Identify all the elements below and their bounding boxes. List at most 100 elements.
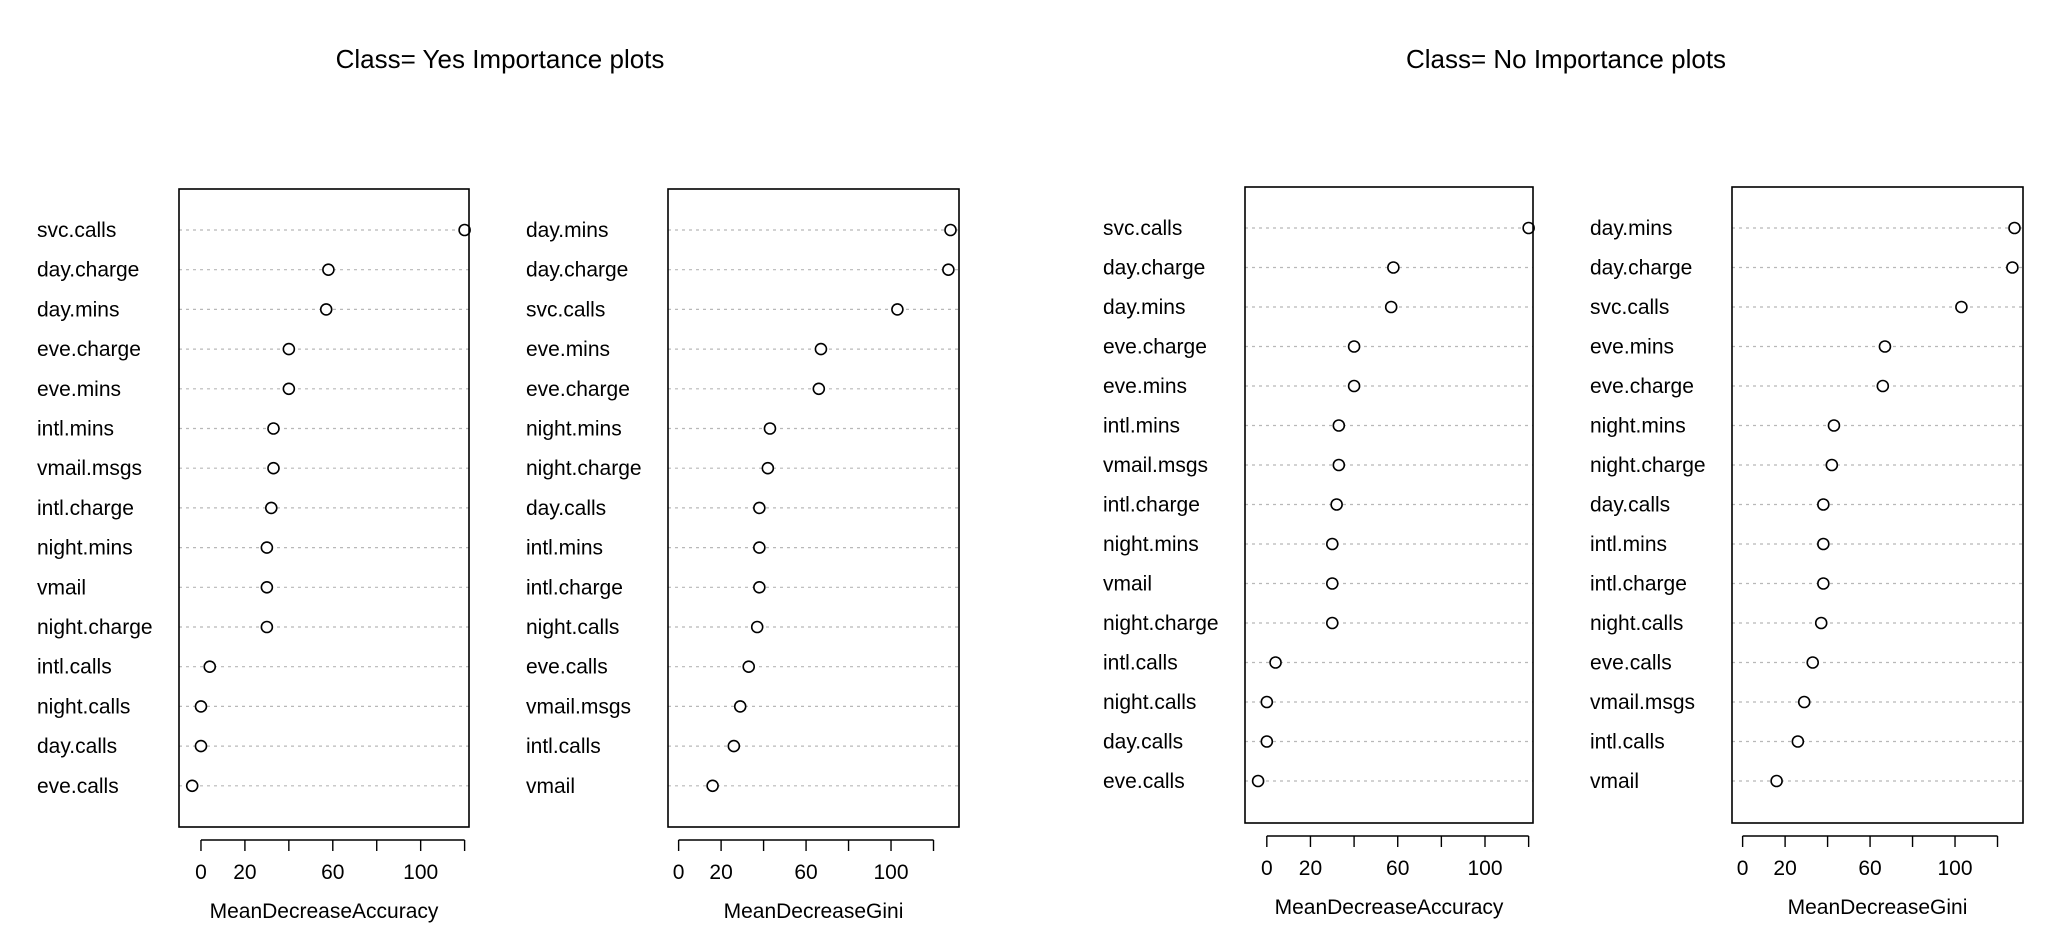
- x-tick-label: 100: [874, 861, 909, 884]
- category-label: eve.calls: [526, 656, 608, 679]
- data-point: [891, 303, 904, 316]
- data-point: [1387, 261, 1400, 274]
- x-tick-label: 60: [1858, 857, 1881, 880]
- data-point: [267, 422, 280, 435]
- data-point: [812, 382, 826, 396]
- category-label: night.calls: [1103, 691, 1196, 714]
- data-point: [1325, 537, 1339, 551]
- data-point: [1878, 340, 1892, 353]
- category-label: eve.charge: [1590, 375, 1694, 398]
- data-point: [753, 501, 766, 515]
- data-point: [761, 461, 775, 475]
- data-point: [763, 422, 777, 435]
- data-point: [260, 541, 274, 554]
- data-point: [1770, 774, 1783, 788]
- data-point: [282, 342, 296, 356]
- data-point: [1876, 379, 1890, 393]
- category-label: intl.charge: [1590, 573, 1687, 596]
- category-label: day.charge: [37, 259, 139, 282]
- data-point: [322, 263, 335, 277]
- category-label: day.calls: [37, 735, 117, 758]
- data-point: [1325, 616, 1339, 630]
- data-point: [1347, 379, 1361, 393]
- category-label: eve.mins: [1590, 336, 1674, 359]
- x-tick-label: 100: [1938, 857, 1973, 880]
- title-no: Class= No Importance plots: [1405, 44, 1727, 74]
- data-point: [753, 541, 766, 554]
- data-point: [1347, 340, 1361, 353]
- category-label: vmail: [37, 576, 86, 599]
- x-tick-label: 100: [1467, 857, 1502, 880]
- category-label: eve.calls: [1103, 770, 1185, 793]
- category-label: eve.charge: [37, 338, 141, 361]
- x-axis-label: MeanDecreaseAccuracy: [1275, 896, 1504, 919]
- plot-frame: [667, 188, 960, 828]
- category-label: night.mins: [1103, 533, 1199, 556]
- category-label: night.charge: [1103, 612, 1219, 635]
- data-point: [319, 303, 333, 316]
- category-label: intl.calls: [1590, 731, 1665, 754]
- plot-frame: [1244, 186, 1534, 824]
- category-label: day.charge: [1590, 257, 1692, 280]
- category-label: day.mins: [1590, 217, 1672, 240]
- x-axis-label: MeanDecreaseGini: [1788, 896, 1968, 919]
- category-label: vmail: [1103, 573, 1152, 596]
- plot-frame: [1731, 186, 2024, 824]
- category-label: eve.charge: [526, 378, 630, 401]
- category-label: day.charge: [526, 259, 628, 282]
- category-label: vmail.msgs: [1103, 454, 1208, 477]
- category-label: night.mins: [1590, 415, 1686, 438]
- category-label: vmail: [526, 775, 575, 798]
- category-label: svc.calls: [526, 298, 605, 321]
- category-label: intl.calls: [1103, 652, 1178, 675]
- x-tick-label: 0: [1261, 857, 1273, 880]
- plot-frame: [178, 188, 470, 828]
- data-point: [727, 739, 741, 753]
- category-label: night.calls: [1590, 612, 1683, 635]
- x-tick-label: 20: [709, 861, 732, 884]
- category-label: intl.charge: [1103, 494, 1200, 517]
- category-label: intl.mins: [37, 418, 114, 441]
- data-point: [944, 223, 957, 237]
- data-point: [2006, 261, 2019, 274]
- category-label: svc.calls: [1103, 217, 1182, 240]
- category-label: day.mins: [1103, 296, 1185, 319]
- data-point: [1269, 656, 1282, 669]
- data-point: [264, 501, 278, 515]
- data-point: [1251, 774, 1265, 788]
- category-label: eve.calls: [1590, 652, 1672, 675]
- category-label: eve.mins: [526, 338, 610, 361]
- category-label: svc.calls: [1590, 296, 1669, 319]
- data-point: [750, 620, 764, 634]
- data-point: [1330, 498, 1343, 511]
- data-point: [1797, 695, 1811, 709]
- data-point: [2008, 221, 2021, 235]
- data-point: [185, 779, 199, 793]
- data-point: [1955, 300, 1968, 314]
- category-label: day.charge: [1103, 257, 1205, 280]
- x-tick-label: 20: [1773, 857, 1796, 880]
- category-label: intl.charge: [526, 576, 623, 599]
- x-axis-label: MeanDecreaseAccuracy: [210, 900, 439, 923]
- data-point: [1806, 656, 1820, 669]
- category-label: vmail.msgs: [526, 695, 631, 718]
- category-label: day.mins: [526, 219, 608, 242]
- data-point: [1260, 695, 1274, 709]
- data-point: [260, 620, 274, 634]
- category-label: intl.charge: [37, 497, 134, 520]
- data-point: [1817, 537, 1830, 551]
- title-yes: Class= Yes Importance plots: [335, 44, 665, 74]
- category-label: vmail: [1590, 770, 1639, 793]
- category-label: night.charge: [526, 457, 642, 480]
- data-point: [1817, 498, 1830, 511]
- x-tick-label: 60: [321, 861, 344, 884]
- data-point: [194, 700, 208, 713]
- data-point: [733, 700, 747, 713]
- x-tick-label: 20: [1299, 857, 1322, 880]
- x-tick-label: 100: [403, 861, 438, 884]
- data-point: [1827, 419, 1841, 432]
- data-point: [1325, 577, 1339, 590]
- data-point: [1522, 221, 1535, 235]
- data-point: [1332, 419, 1346, 432]
